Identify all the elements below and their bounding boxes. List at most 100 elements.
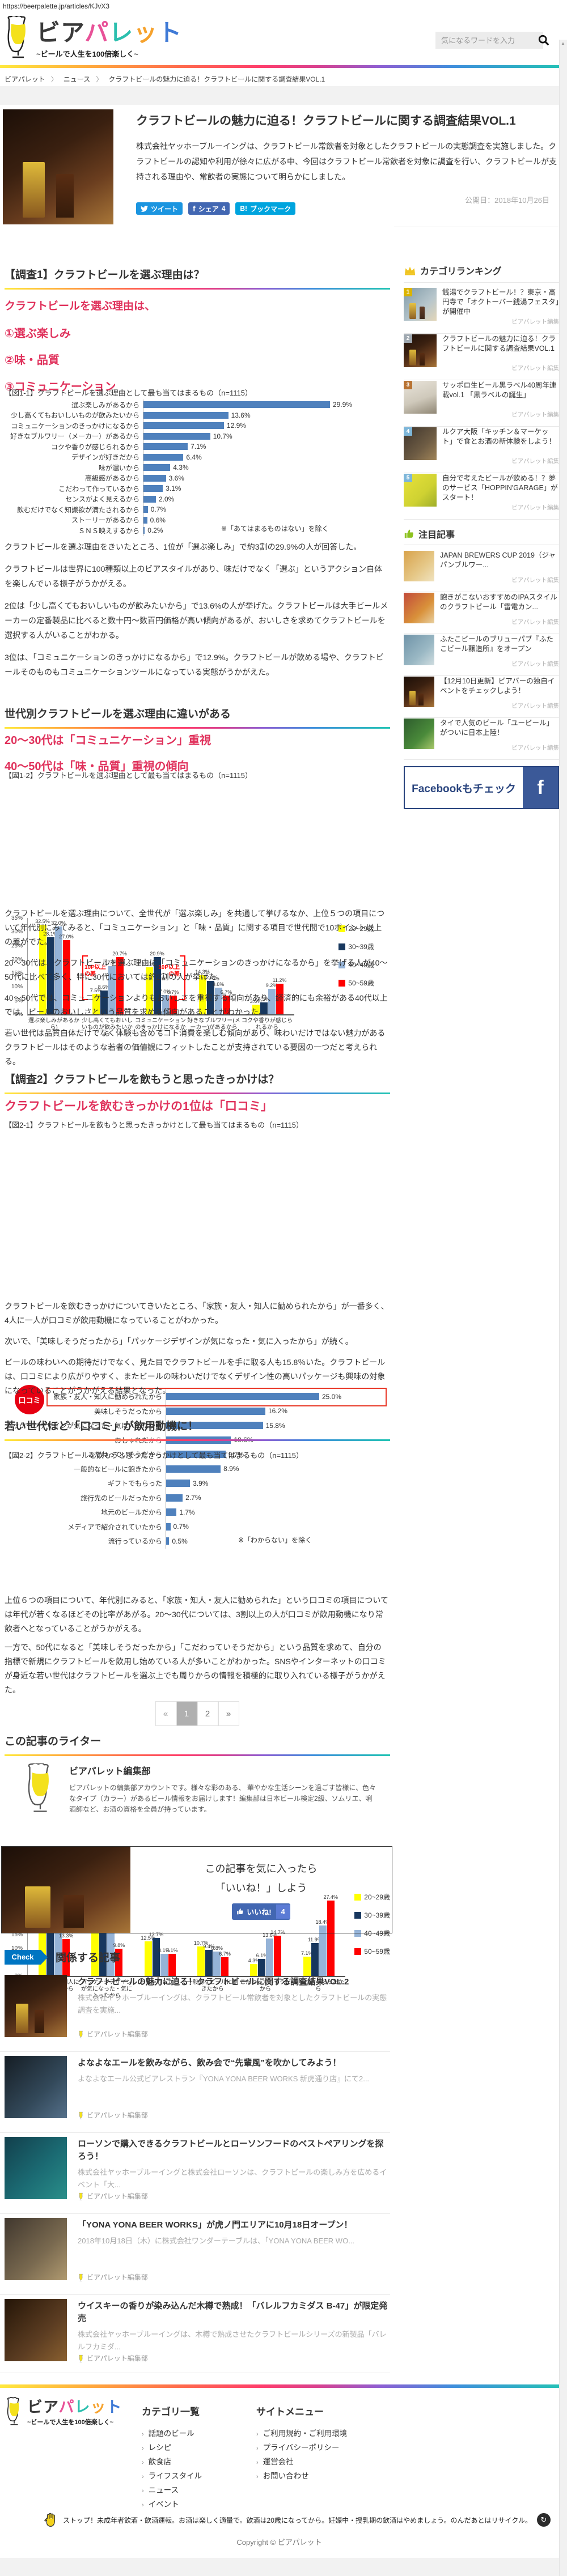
related-title: クラフトビールの魅力に迫る！クラフトビールに関する調査結果VOL.2 (78, 1977, 349, 1987)
fig1-2-caption: 【図1-2】クラフトビールを選ぶ理由として最も当てはまるもの（n=1115） (5, 771, 252, 780)
bar (166, 1465, 221, 1473)
footer-link-beer[interactable]: › 話題のビール (142, 2429, 194, 2438)
facebook-share-button[interactable]: f シェア 4 (188, 202, 230, 215)
related-heading-row: Check 関係する記事 (5, 1949, 120, 1965)
bar-value-label: 3.9% (193, 1479, 209, 1487)
tweet-button[interactable]: ツイート (136, 202, 183, 215)
beer-glass-icon (79, 2354, 83, 2362)
search-input[interactable] (435, 32, 543, 49)
related-article-4[interactable]: 「YONA YONA BEER WORKS」が虎ノ門エリアに10月18日オープン… (0, 2218, 394, 2295)
logo-char: ア (43, 2399, 59, 2416)
bar (274, 1935, 282, 1976)
kuchikomi-badge: 口コミ (15, 1385, 44, 1414)
bar-category-label: こだわっていそうだから (87, 1451, 162, 1459)
pagination-page-2[interactable]: 2 (197, 1701, 218, 1726)
chart-element: 9.6% (213, 918, 224, 1014)
ranking-item-4[interactable]: 4 ルクア大阪「キッチン＆マーケット」で食とお酒の新体験をしよう！ ビアパレット… (404, 427, 559, 473)
bar-value-label: 6.4% (186, 453, 202, 461)
rank-badge: 5 (404, 474, 412, 482)
related-article-2[interactable]: よなよなエールを飲みながら、飲み会で“先輩風”を吹かしてみよう！ よなよなエール… (0, 2056, 394, 2133)
featured-item-4[interactable]: 【12月10日更新】ビアバーの独自イベントをチェックしよう！ ビアパレット編集 (404, 677, 559, 718)
like-count: 4 (276, 1904, 290, 1919)
featured-item-2[interactable]: 飽きがこないおすすめのIPAスタイルのクラフトビール「雷電カン... ビアパレッ… (404, 593, 559, 634)
bar-value-label: 17.6% (104, 959, 119, 966)
section2-heading: 【調査2】クラフトビールを飲もうと思ったきっかけは？ (5, 1074, 280, 1086)
legend-item: 50~59歳 (338, 978, 374, 988)
footer-link-event[interactable]: › イベント (142, 2500, 179, 2509)
footer-link-restaurant[interactable]: › 飲食店 (142, 2458, 172, 2466)
related-article-3[interactable]: ローソンで購入できるクラフトビールとローソンフードのベストペアリングを探ろう！ … (0, 2137, 394, 2214)
site-logo[interactable]: ビアパレット ~ビールで人生を100倍楽しく~ (3, 16, 182, 59)
ranking-item-5[interactable]: 5 自分で考えたビールが飲める！？夢のサービス「HOPPIN'GARAGE」がス… (404, 474, 559, 520)
related-article-1[interactable]: クラフトビールの魅力に迫る！クラフトビールに関する調査結果VOL.2 株式会社ヤ… (0, 1975, 394, 2052)
bar (252, 1004, 260, 1014)
bar-value-label: 10.7% (193, 1940, 209, 1946)
footer-link-news[interactable]: › ニュース (142, 2486, 179, 2494)
legend-swatch (338, 979, 346, 987)
bar (166, 1451, 226, 1459)
x-axis-category-label: 少し高くてもおいしいものが飲みたいから (82, 1018, 133, 1038)
bar (250, 1964, 258, 1976)
legend-label: 20~29歳 (364, 1893, 390, 1901)
pagination-prev-button[interactable]: « (155, 1701, 176, 1726)
scrollbar[interactable] (559, 40, 567, 2576)
featured-author: ビアパレット編集 (511, 745, 559, 751)
legend-label: 50~59歳 (348, 979, 374, 987)
bar (206, 980, 214, 1014)
pagination-page-1[interactable]: 1 (176, 1701, 197, 1726)
hatena-label: ブックマーク (250, 205, 291, 213)
footer-link-lifestyle[interactable]: › ライフスタイル (142, 2472, 202, 2480)
footer-link-company[interactable]: › 運営会社 (256, 2458, 294, 2466)
ranking-item-2[interactable]: 2 クラフトビールの魅力に迫る！クラフトビールに関する調査結果VOL.1 ビアパ… (404, 334, 559, 380)
bar-value-label: 7.5% (90, 987, 102, 993)
bar (143, 516, 147, 524)
related-title: ローソンで購入できるクラフトビールとローソンフードのベストペアリングを探ろう！ (78, 2139, 384, 2161)
ranking-title: 銭湯でクラフトビール！？東京・高円寺で「オクトーバー銭湯フェスタ」が開催中 (442, 288, 559, 316)
footer-link-recipe[interactable]: › レシピ (142, 2443, 172, 2452)
bar-row: こだわっていそうだから 9.7% (5, 1447, 390, 1462)
bar-category-label: 流行っているから (108, 1537, 162, 1546)
related-thumbnail (5, 2137, 67, 2199)
featured-item-1[interactable]: JAPAN BREWERS CUP 2019（ジャパンブルワー... ビアパレッ… (404, 551, 559, 592)
logo-char: ト (106, 2399, 122, 2416)
pagination-next-button[interactable]: » (218, 1701, 239, 1726)
bar-value-label: 11.9% (307, 1937, 322, 1943)
bar-value-label: 2.7% (185, 1494, 201, 1502)
related-article-5[interactable]: ウイスキーの香りが染み込んだ木樽で熟成！「バレルフカミダス B-47」が限定発売… (0, 2299, 394, 2373)
footer-link-terms[interactable]: › ご利用規約・ご利用環境 (256, 2429, 348, 2438)
footer-link-contact[interactable]: › お問い合わせ (256, 2472, 309, 2480)
facebook-page-box[interactable]: Facebookもチェック f (404, 766, 559, 809)
x-axis-category-label: コミュニケーションのきっかけになるから (135, 1018, 186, 1038)
breadcrumb-news-link[interactable]: ニュース (63, 75, 91, 83)
breadcrumb-home-link[interactable]: ビアパレット (5, 75, 45, 83)
facebook-like-button[interactable]: いいね! 4 (232, 1903, 290, 1920)
bar-value-label: 6.7% (167, 989, 179, 996)
featured-item-5[interactable]: タイで人気のビール「ユービール」がついに日本上陸！ ビアパレット編集 (404, 719, 559, 760)
thumbs-up-icon (404, 529, 414, 538)
footer-sitemenu-heading: サイトメニュー (256, 2407, 324, 2417)
url-overlay: https://beerpalette.jp/articles/KJvX3 (3, 2, 110, 10)
bar (39, 925, 46, 1014)
like-box-line1: この記事を気に入ったら (205, 1863, 318, 1874)
section2-heading-block: 【調査2】クラフトビールを飲もうと思ったきっかけは？ (5, 1071, 390, 1094)
chart-element: 14.3% (195, 918, 210, 1014)
footer-link-privacy[interactable]: › プライバシーポリシー (256, 2443, 340, 2452)
bar-value-label: 6.7% (220, 989, 232, 996)
chart-element: 12.2% (203, 918, 218, 1014)
facebook-share-count: 4 (221, 205, 226, 212)
footer-logo[interactable]: ビアパレット ~ビールで人生を100倍楽しく~ (5, 2397, 122, 2426)
search-icon[interactable] (538, 34, 550, 46)
featured-item-3[interactable]: ふたこビールのブリューパブ『ふたこビール醸造所』をオープン ビアパレット編集 (404, 635, 559, 676)
chart-note: ※「あてはまるものはない」を除く (221, 525, 329, 533)
ranking-item-1[interactable]: 1 銭湯でクラフトビール！？東京・高円寺で「オクトーバー銭湯フェスタ」が開催中 … (404, 288, 559, 334)
ranking-item-3[interactable]: 3 サッポロ生ビール黒ラベル40周年連載vol.1 「黒ラベルの誕生」 ビアパレ… (404, 381, 559, 427)
pagination: « 1 2 » (0, 1701, 394, 1726)
legend-swatch (338, 961, 346, 968)
bar-row: パッケージデザインが気になった・気に入ったから 15.8% (5, 1418, 390, 1433)
facebook-share-label: シェア (198, 205, 219, 213)
legend-label: 30~39歳 (348, 943, 374, 951)
scrollbar-up-arrow[interactable]: ▲ (561, 41, 565, 46)
hatena-bookmark-button[interactable]: B! ブックマーク (235, 202, 296, 215)
writer-card[interactable]: ビアパレット編集部 ビアパレットの編集部アカウントです。様々な彩のある、 華やか… (23, 1763, 378, 1815)
chart-element: 13.6% (263, 1880, 277, 1976)
